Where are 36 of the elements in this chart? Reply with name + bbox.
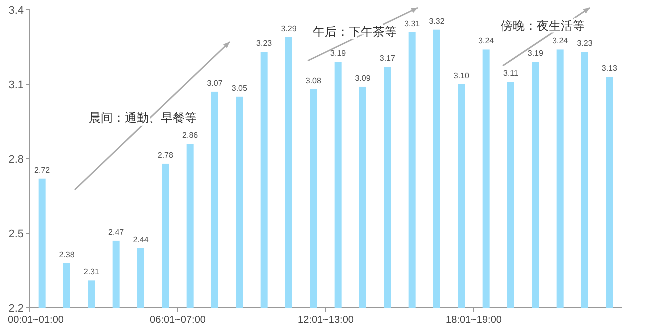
data-label: 3.07 <box>207 78 224 88</box>
data-label: 3.23 <box>577 39 594 48</box>
data-label: 2.72 <box>34 166 51 175</box>
x-tick-label: 00:01~01:00 <box>8 315 64 326</box>
x-tick-label: 06:01~07:00 <box>150 315 206 326</box>
x-tick-label: 18:01~19:00 <box>446 315 502 326</box>
annotation: 晨间：通勤、早餐等 <box>89 111 197 125</box>
data-label: 3.09 <box>355 74 372 83</box>
data-label: 3.13 <box>602 64 618 74</box>
data-label: 2.47 <box>108 228 125 237</box>
y-tick-label: 3.4 <box>8 5 24 17</box>
data-label: 3.24 <box>552 36 569 46</box>
data-label: 3.11 <box>504 69 520 78</box>
data-label: 3.31 <box>404 19 421 28</box>
annotation: 傍晚：夜生活等 <box>501 19 585 33</box>
y-tick-label: 2.2 <box>8 303 24 315</box>
data-label: 2.31 <box>84 268 100 277</box>
y-tick-label: 3.1 <box>8 80 24 92</box>
data-label: 3.23 <box>256 39 273 48</box>
data-label: 3.19 <box>330 49 347 58</box>
data-label: 3.05 <box>232 84 248 93</box>
y-tick-label: 2.5 <box>8 228 24 240</box>
data-label: 2.44 <box>133 235 150 244</box>
data-label: 3.29 <box>281 24 298 34</box>
x-tick-label: 12:01~13:00 <box>298 315 354 326</box>
data-label: 3.10 <box>454 72 470 80</box>
data-label: 2.38 <box>59 250 76 260</box>
data-label: 2.78 <box>158 150 174 160</box>
data-label: 2.86 <box>182 131 199 140</box>
data-label: 3.19 <box>528 49 544 58</box>
data-label: 3.08 <box>306 76 322 86</box>
annotation: 午后：下午茶等 <box>313 25 397 39</box>
data-label: 3.24 <box>478 36 495 46</box>
data-label: 3.32 <box>429 16 446 26</box>
y-tick-label: 2.8 <box>8 154 24 166</box>
data-label: 3.17 <box>380 54 396 64</box>
